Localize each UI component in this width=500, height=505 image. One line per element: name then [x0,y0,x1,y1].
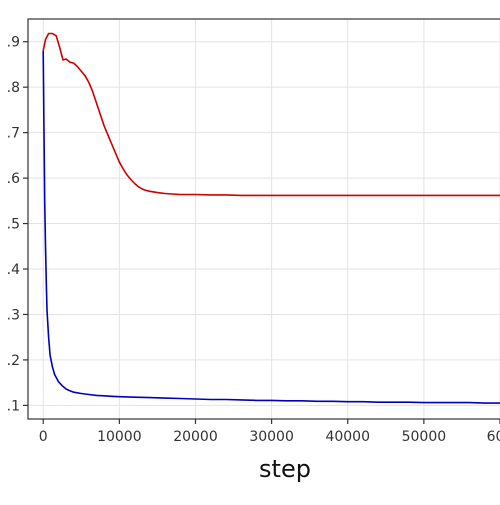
y-tick-label: .2 [7,353,20,369]
x-axis-title: step [259,455,311,483]
x-axis: 0 10000 20000 30000 40000 50000 600 [39,419,500,445]
x-tick-label: 30000 [249,429,294,445]
y-tick-label: .5 [7,217,20,233]
series-line-1 [42,32,500,197]
y-tick-label: .4 [7,262,20,278]
x-tick-label: 40000 [325,429,370,445]
series-line-2 [42,50,500,404]
y-tick-label: .7 [7,126,20,142]
x-tick-label: 50000 [402,429,447,445]
x-tick-label: 10000 [97,429,142,445]
series-group [42,32,500,404]
y-tick-label: .3 [7,307,20,323]
x-tick-label: 0 [39,429,48,445]
x-tick-label: 600 [487,429,500,445]
x-tick-label: 20000 [173,429,218,445]
grid [28,19,500,419]
y-tick-label: .8 [7,80,20,96]
y-tick-label: .1 [7,398,20,414]
y-tick-label: .6 [7,171,20,187]
y-axis: .1 .2 .3 .4 .5 .6 .7 .8 .9 [7,35,28,414]
plot-frame [27,18,500,420]
y-tick-label: .9 [7,35,20,51]
